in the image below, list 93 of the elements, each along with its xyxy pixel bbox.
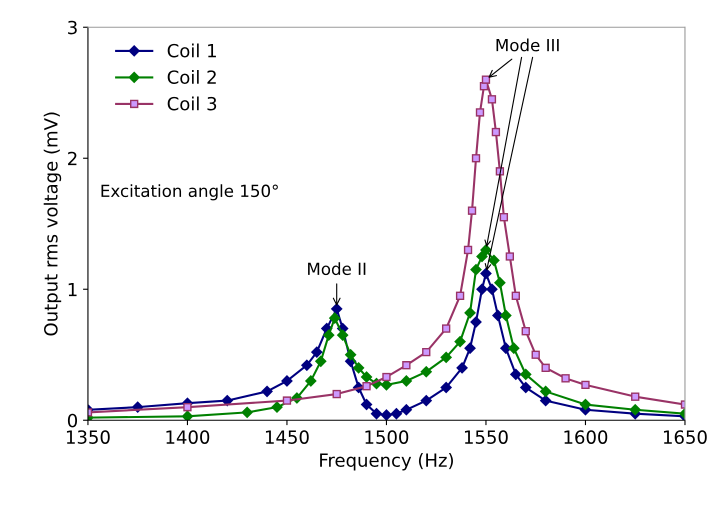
point bbox=[360, 398, 372, 410]
point bbox=[540, 394, 552, 406]
point bbox=[500, 310, 512, 322]
point bbox=[540, 386, 552, 398]
x-tick-label: 1350 bbox=[66, 430, 110, 444]
y-tick-label: 3 bbox=[68, 20, 77, 34]
point bbox=[581, 380, 590, 390]
point bbox=[305, 375, 316, 387]
point bbox=[561, 374, 570, 382]
point bbox=[345, 349, 356, 360]
point bbox=[512, 292, 520, 300]
point bbox=[315, 356, 326, 367]
point bbox=[470, 264, 482, 276]
point bbox=[420, 366, 432, 378]
point bbox=[456, 292, 464, 300]
point bbox=[420, 394, 432, 406]
point bbox=[402, 361, 411, 370]
y-tick-label: 2 bbox=[68, 152, 76, 166]
point bbox=[464, 342, 476, 354]
point bbox=[422, 348, 430, 356]
point bbox=[476, 250, 488, 262]
annotation: Mode III bbox=[496, 38, 559, 52]
point bbox=[522, 327, 530, 336]
point bbox=[261, 386, 273, 398]
point bbox=[329, 312, 340, 324]
point bbox=[323, 329, 334, 341]
point bbox=[464, 246, 472, 254]
x-axis-title: Frequency (Hz) bbox=[320, 453, 453, 470]
point bbox=[480, 244, 492, 256]
x-tick-label: 1600 bbox=[564, 430, 608, 444]
point bbox=[510, 368, 522, 380]
point bbox=[242, 406, 253, 418]
point bbox=[476, 108, 484, 117]
point bbox=[380, 409, 392, 420]
point bbox=[486, 284, 498, 295]
point bbox=[337, 329, 348, 341]
point bbox=[470, 316, 482, 328]
annotation: Mode II bbox=[308, 262, 366, 276]
point bbox=[476, 284, 488, 295]
point bbox=[480, 268, 492, 280]
point bbox=[362, 382, 371, 390]
point bbox=[382, 372, 391, 382]
point bbox=[222, 394, 233, 406]
x-tick-label: 1500 bbox=[365, 430, 408, 444]
point bbox=[520, 382, 532, 394]
point bbox=[352, 362, 364, 374]
point bbox=[454, 336, 466, 348]
point bbox=[520, 368, 532, 380]
x-tick-label: 1550 bbox=[464, 430, 508, 444]
point bbox=[456, 362, 468, 374]
point bbox=[472, 154, 480, 162]
point bbox=[440, 352, 452, 363]
point bbox=[442, 324, 450, 333]
point bbox=[390, 408, 402, 420]
point bbox=[281, 375, 293, 387]
point bbox=[631, 392, 640, 401]
legend-label: Coil 1 bbox=[168, 44, 216, 58]
point bbox=[182, 410, 194, 420]
point bbox=[482, 75, 490, 84]
point bbox=[400, 404, 412, 416]
point bbox=[183, 402, 192, 412]
y-axis-title: Output rms voltage (mV) bbox=[44, 112, 62, 336]
point bbox=[301, 360, 312, 371]
point bbox=[532, 350, 540, 359]
y-tick-label: 0 bbox=[68, 414, 78, 428]
point bbox=[500, 213, 508, 222]
x-tick-label: 1400 bbox=[166, 430, 210, 444]
point bbox=[332, 390, 341, 398]
point bbox=[331, 303, 342, 315]
x-tick-label: 1650 bbox=[664, 430, 707, 444]
point bbox=[464, 307, 476, 318]
point bbox=[282, 396, 292, 405]
point bbox=[271, 402, 283, 413]
point bbox=[494, 277, 506, 288]
point bbox=[508, 342, 520, 354]
point bbox=[492, 128, 500, 136]
point bbox=[311, 346, 322, 358]
legend-label: Coil 2 bbox=[168, 70, 216, 84]
point bbox=[370, 408, 382, 420]
point bbox=[580, 398, 592, 410]
point bbox=[488, 254, 500, 266]
legend-label: Coil 3 bbox=[168, 96, 216, 110]
point bbox=[400, 375, 412, 387]
annotation: Excitation angle 150° bbox=[102, 184, 278, 200]
point bbox=[468, 206, 476, 215]
point bbox=[630, 404, 641, 416]
point bbox=[360, 371, 372, 383]
point bbox=[541, 364, 550, 372]
x-tick-label: 1450 bbox=[266, 430, 309, 444]
y-tick-label: 1 bbox=[68, 282, 77, 296]
point bbox=[488, 95, 496, 104]
point bbox=[440, 382, 452, 394]
point bbox=[506, 252, 514, 261]
